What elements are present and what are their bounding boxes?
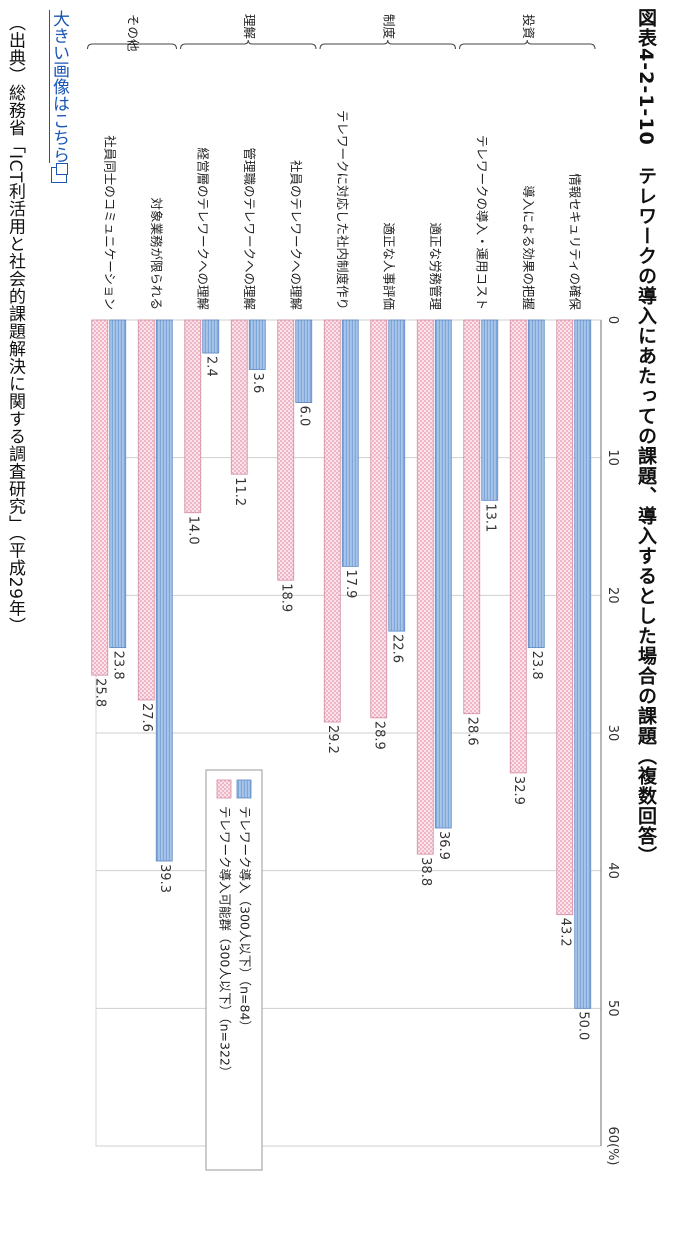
large-image-link-text: 大きい画像はこちら: [49, 10, 69, 163]
bar-series-1: [249, 320, 265, 370]
tick-label: 20: [605, 587, 620, 604]
category-label: 社員同士のコミュニケーション: [102, 135, 117, 310]
tick-label: 50: [605, 1000, 620, 1017]
data-label: 32.9: [511, 776, 526, 805]
large-image-link[interactable]: 大きい画像はこちら: [50, 10, 67, 183]
data-label: 27.6: [139, 703, 154, 732]
category-label: 情報セキュリティの確保: [567, 173, 582, 310]
bar-series-2: [557, 320, 573, 915]
data-label: 28.9: [371, 721, 386, 750]
data-label: 3.6: [250, 373, 265, 394]
data-label: 2.4: [203, 356, 218, 377]
bar-series-1: [156, 320, 172, 861]
bar-chart: 0102030405060(%)情報セキュリティの確保導入による効果の把握テレワ…: [80, 0, 640, 1238]
data-label: 13.1: [482, 503, 497, 532]
bar-series-2: [231, 320, 247, 474]
group-label: 投資: [521, 14, 536, 39]
data-label: 43.2: [557, 918, 572, 947]
data-label: 23.8: [529, 651, 544, 680]
category-label: 適正な労務管理: [428, 222, 443, 310]
bar-series-2: [510, 320, 526, 773]
source-note: （出典）総務省「ICT利活用と社会的課題解決に関する調査研究」（平成29年）: [6, 14, 23, 634]
group-bracket: [181, 40, 317, 49]
category-label: 社員のテレワークへの理解: [288, 160, 303, 310]
legend-box: [206, 770, 262, 1170]
data-label: 22.6: [389, 634, 404, 663]
tick-label: 40: [605, 862, 620, 879]
data-label: 17.9: [343, 569, 358, 598]
open-window-icon: [51, 167, 67, 183]
legend-label: テレワーク導入可能群（300人以下）（n=322）: [218, 806, 233, 1078]
category-label: テレワークの導入・運用コスト: [474, 135, 489, 310]
tick-label: 10: [605, 449, 620, 466]
bar-series-2: [185, 320, 201, 513]
data-label: 14.0: [185, 516, 200, 545]
data-label: 23.8: [110, 651, 125, 680]
category-label: 導入による効果の把握: [521, 185, 536, 310]
category-label: テレワークに対応した社内制度作り: [335, 110, 350, 310]
bar-series-2: [464, 320, 480, 714]
bar-series-1: [296, 320, 312, 403]
legend-swatch: [217, 780, 231, 798]
data-label: 28.6: [464, 717, 479, 746]
category-label: 適正な人事評価: [381, 222, 396, 310]
bar-series-1: [482, 320, 498, 500]
group-label: その他: [126, 14, 141, 52]
bar-series-2: [138, 320, 154, 700]
bar-series-1: [528, 320, 544, 648]
legend-label: テレワーク導入（300人以下）（n=84）: [238, 806, 253, 1033]
data-label: 39.3: [157, 864, 172, 893]
group-label: 理解: [242, 14, 257, 39]
bar-series-1: [389, 320, 405, 631]
data-label: 6.0: [296, 406, 311, 427]
bar-series-2: [278, 320, 294, 580]
data-label: 11.2: [232, 477, 247, 506]
bar-series-1: [342, 320, 358, 566]
data-label: 29.2: [325, 725, 340, 754]
data-label: 18.9: [278, 583, 293, 612]
data-label: 38.8: [418, 857, 433, 886]
tick-label: 0: [605, 316, 620, 324]
bar-series-1: [203, 320, 219, 353]
data-label: 25.8: [92, 678, 107, 707]
group-bracket: [460, 40, 596, 49]
bar-series-1: [435, 320, 451, 828]
data-label: 36.9: [436, 831, 451, 860]
bar-series-2: [371, 320, 387, 718]
legend-swatch: [237, 780, 251, 798]
bar-series-2: [92, 320, 108, 675]
data-label: 50.0: [575, 1011, 590, 1040]
bar-series-1: [575, 320, 591, 1008]
bar-series-2: [324, 320, 340, 722]
bar-series-2: [417, 320, 433, 854]
tick-label: 30: [605, 725, 620, 742]
category-label: 対象業務が限られる: [149, 197, 164, 310]
group-label: 制度: [381, 14, 396, 40]
tick-label: 60(%): [605, 1126, 620, 1165]
bar-series-1: [110, 320, 126, 648]
group-bracket: [320, 40, 456, 49]
category-label: 経営層のテレワークへの理解: [195, 147, 210, 310]
category-label: 管理職のテレワークへの理解: [242, 147, 257, 310]
